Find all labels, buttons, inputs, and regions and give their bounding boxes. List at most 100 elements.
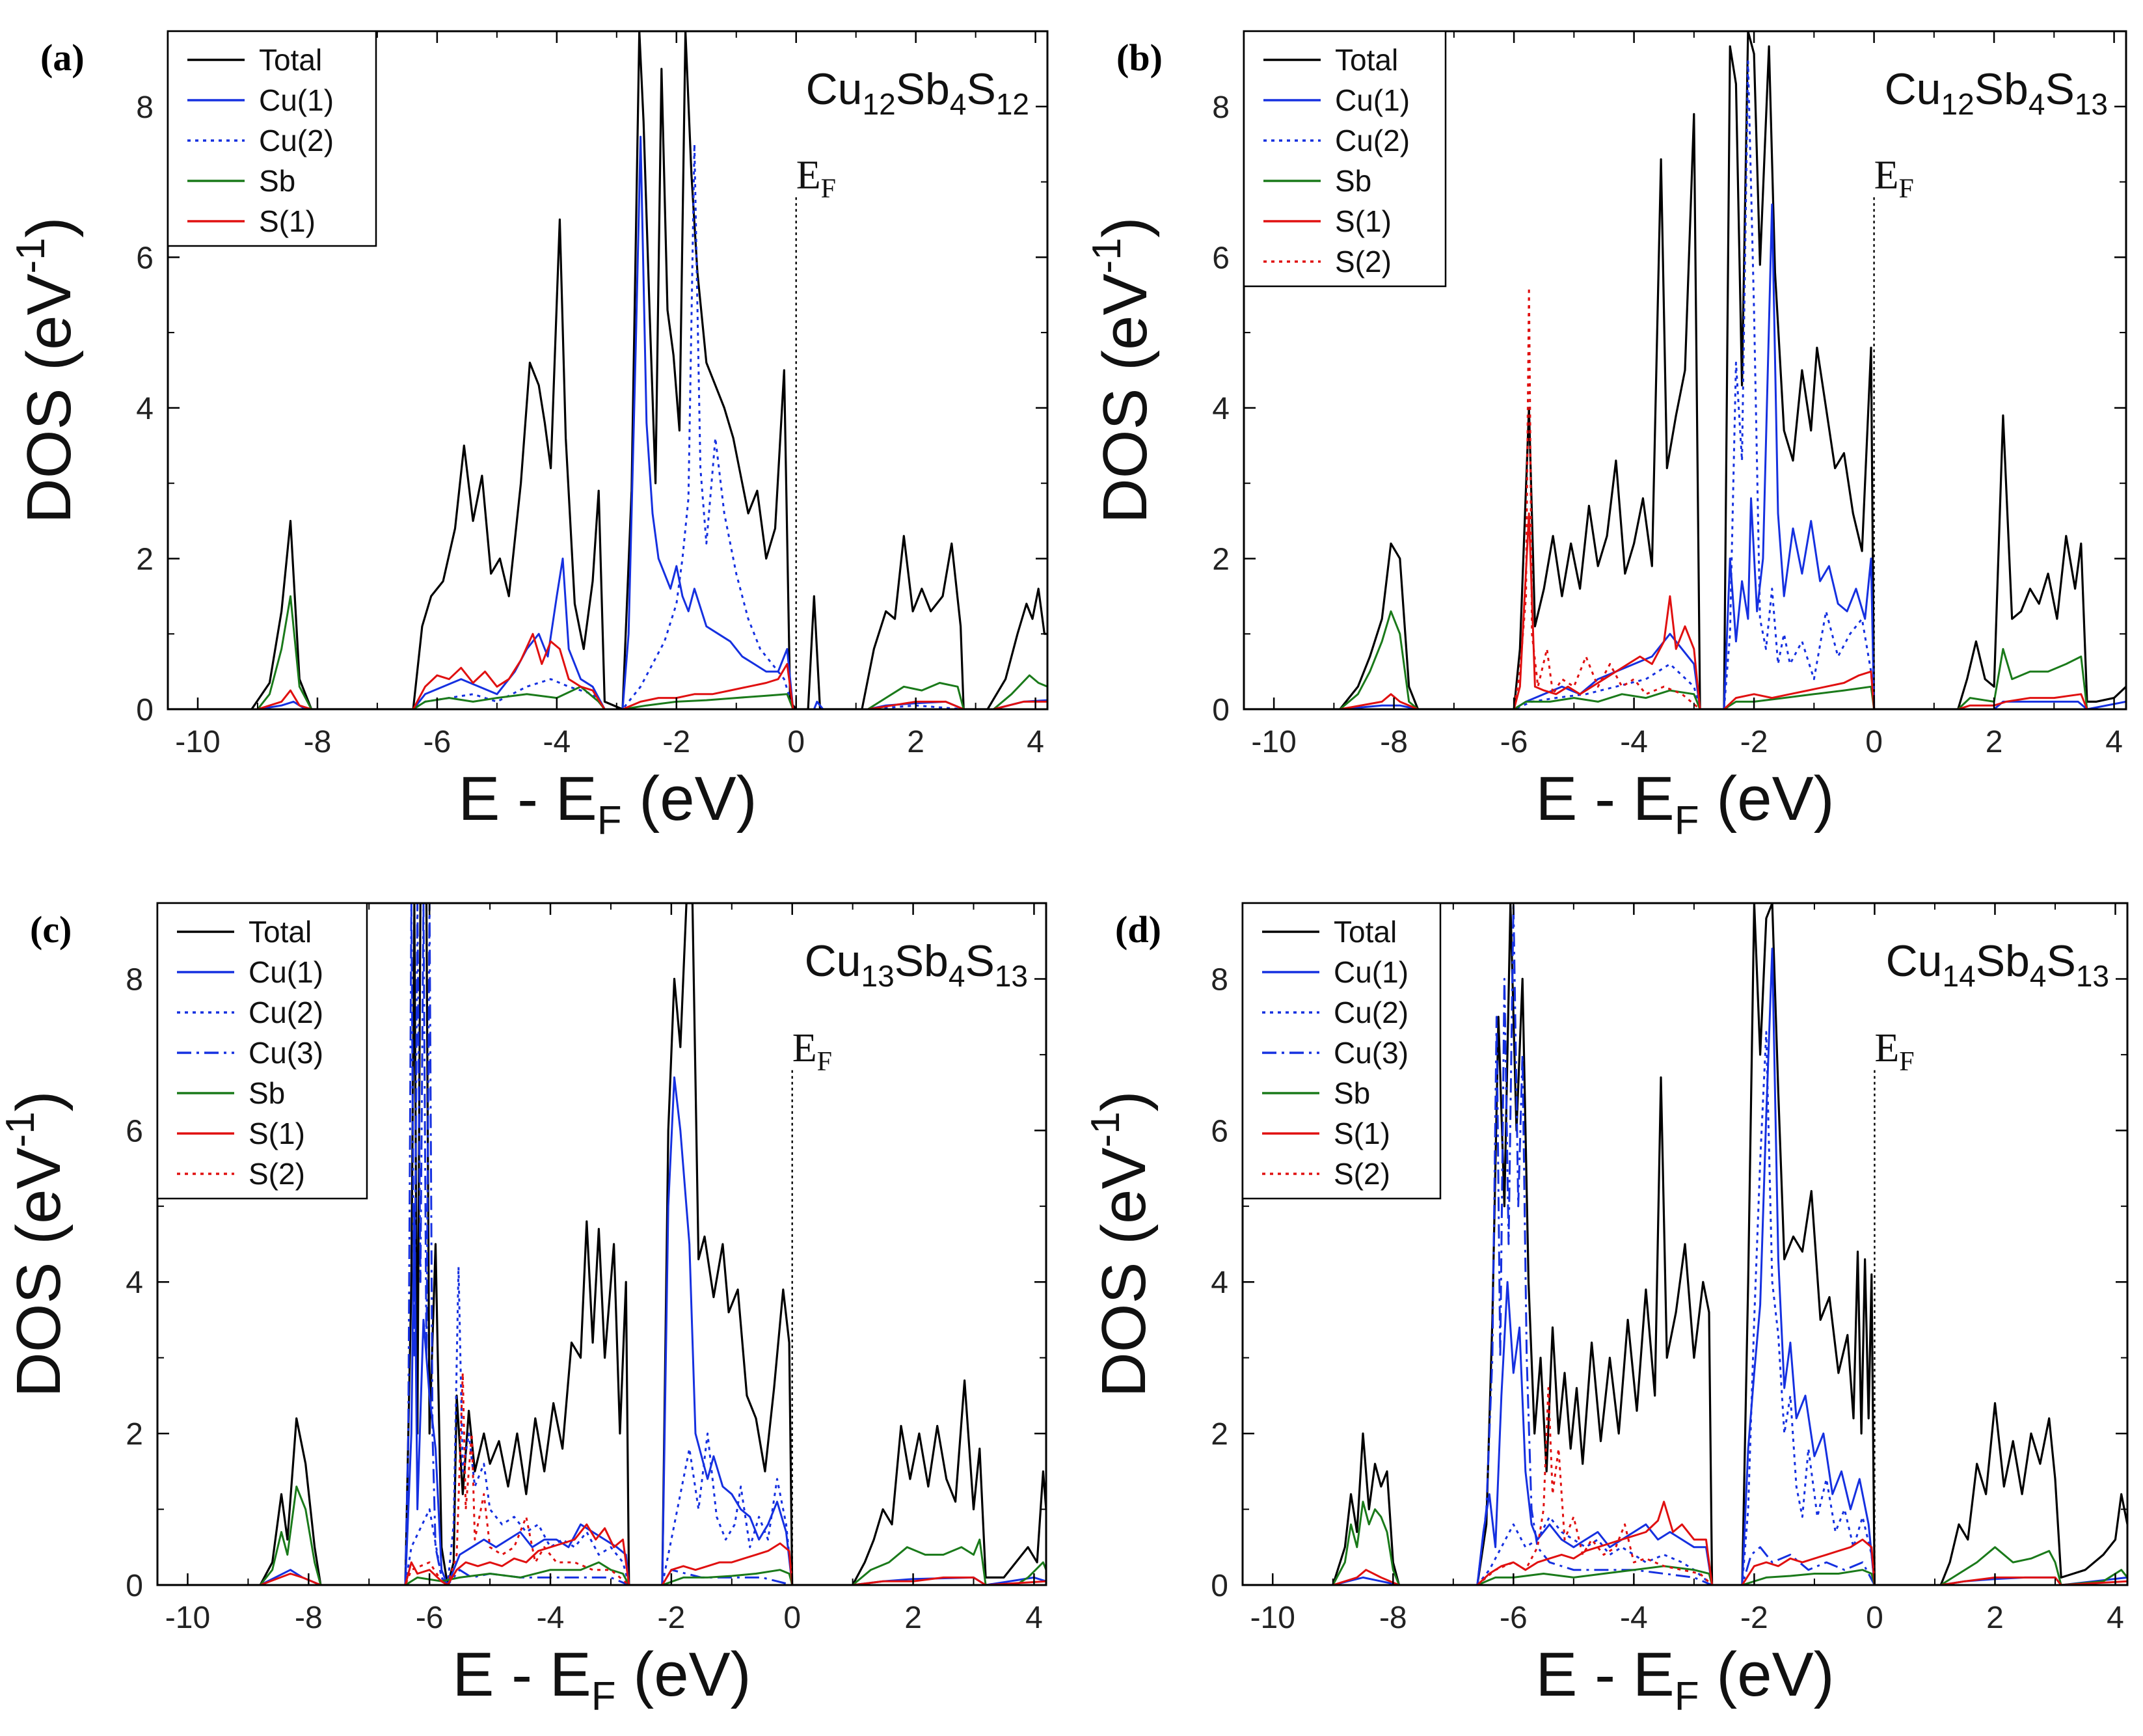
y-axis-label: DOS (eV-1) (8, 217, 84, 523)
series-line-s1 (157, 1523, 1046, 1585)
legend: Total Cu(1) Cu(2) Cu(3) Sb S(1) S(2) (156, 902, 368, 1200)
legend-entry: S(1) (1335, 204, 1392, 238)
y-axis-label: DOS (eV-1) (1085, 217, 1160, 523)
legend-entry: Cu(3) (249, 1036, 323, 1070)
x-tick-label: -2 (662, 725, 690, 759)
y-tick-label: 6 (136, 241, 154, 275)
y-tick-label: 8 (136, 90, 154, 125)
x-tick-label: -6 (1500, 1601, 1528, 1635)
x-tick-label: 2 (904, 1601, 922, 1635)
x-tick-label: -2 (1740, 1601, 1768, 1635)
x-tick-label: -10 (165, 1601, 210, 1635)
fermi-level-label: EF (792, 1026, 832, 1077)
series-line-s1 (1244, 512, 2126, 709)
plot-frame (1243, 30, 2127, 711)
y-tick-label: 0 (126, 1569, 143, 1603)
dos-panel-c: EF -10 -8 -6 -4 -2 0 2 4 0 2 4 6 8 E - EF (eV) DOS (eV-… (0, 902, 1047, 1719)
y-tick-label: 8 (126, 962, 143, 997)
x-tick-label: -10 (175, 725, 220, 759)
x-tick-label: -2 (658, 1601, 686, 1635)
series-line-cu1 (1243, 947, 2127, 1585)
legend-entry: S(1) (249, 1117, 305, 1150)
series-line-sb (157, 1485, 1046, 1585)
series-line-cu3 (157, 903, 1046, 1585)
y-tick-label: 8 (1212, 90, 1230, 125)
series-line-sb (1243, 1500, 2127, 1585)
panel-label: (a) (40, 36, 85, 79)
legend-box (1241, 902, 1442, 1200)
fermi-level-label: EF (1874, 153, 1914, 204)
y-tick-label: 2 (1212, 542, 1230, 576)
legend-entry: Sb (259, 164, 295, 198)
series-line-s2 (1243, 1387, 2127, 1585)
x-tick-label: -6 (1500, 725, 1528, 759)
legend: Total Cu(1) Cu(2) Sb S(1) (167, 30, 377, 247)
x-tick-label: -8 (1379, 1601, 1407, 1635)
panel-label: (d) (1115, 908, 1161, 951)
x-tick-label: -8 (1380, 725, 1408, 759)
series-line-total (157, 903, 1046, 1585)
legend-entry: Sb (1335, 164, 1371, 198)
y-axis-label: DOS (eV-1) (0, 1091, 74, 1397)
dos-panel-b: EF -10 -8 -6 -4 -2 0 2 4 0 2 4 6 8 E - EF (eV) DOS (eV-… (1085, 30, 2127, 843)
series-group (168, 31, 1047, 709)
legend-entry: Cu(1) (1335, 83, 1410, 117)
panel-label: (c) (30, 908, 72, 951)
fermi-level-label: EF (1874, 1026, 1914, 1077)
y-tick-label: 6 (1211, 1114, 1228, 1148)
x-tick-label: -4 (537, 1601, 565, 1635)
legend-entry: Sb (249, 1076, 285, 1110)
legend-entry: Cu(2) (1335, 124, 1410, 157)
y-tick-label: 4 (1211, 1266, 1228, 1300)
y-tick-label: 4 (136, 392, 154, 426)
series-line-sb (168, 595, 1047, 709)
series-line-s2 (157, 1372, 1046, 1585)
legend: Total Cu(1) Cu(2) Sb S(1) S(2) (1243, 30, 1447, 288)
series-line-cu2 (168, 143, 1047, 709)
legend-entry: S(1) (259, 204, 316, 238)
series-group (157, 903, 1046, 1585)
x-tick-label: 0 (787, 725, 805, 759)
legend-entry: Cu(2) (1334, 996, 1408, 1029)
series-line-s1 (168, 632, 1047, 709)
series-line-total (1243, 903, 2127, 1585)
x-axis-label: E - EF (eV) (458, 764, 757, 843)
y-axis-label: DOS (eV-1) (1083, 1091, 1159, 1397)
x-tick-label: -8 (295, 1601, 323, 1635)
x-tick-label: 4 (1025, 1601, 1043, 1635)
compound-formula: Cu12Sb4S12 (806, 64, 1029, 121)
legend-entry: Cu(1) (1334, 955, 1408, 989)
x-tick-label: -2 (1740, 725, 1768, 759)
x-axis-label: E - EF (eV) (452, 1640, 751, 1719)
series-group (1243, 903, 2127, 1585)
legend-entry: Cu(2) (259, 124, 334, 157)
x-axis-label: E - EF (eV) (1535, 1640, 1834, 1719)
series-line-cu2 (1244, 60, 2126, 709)
x-axis-label: E - EF (eV) (1535, 764, 1834, 843)
compound-formula: Cu14Sb4S13 (1886, 936, 2109, 993)
legend-entry: Sb (1334, 1076, 1370, 1110)
x-tick-label: 4 (2107, 1601, 2124, 1635)
series-line-cu3 (1243, 903, 2127, 1585)
x-tick-label: -8 (304, 725, 332, 759)
y-tick-label: 0 (136, 693, 154, 727)
series-line-total (168, 31, 1047, 709)
series-line-cu1 (157, 1076, 1046, 1585)
series-line-cu1 (168, 135, 1047, 709)
x-tick-label: -6 (416, 1601, 444, 1635)
x-tick-label: 4 (1027, 725, 1044, 759)
plot-frame (156, 902, 1047, 1586)
plot-frame (1241, 902, 2129, 1586)
series-line-sb (1244, 610, 2126, 709)
y-tick-label: 0 (1211, 1569, 1228, 1603)
legend-box (156, 902, 368, 1200)
x-tick-label: -6 (424, 725, 452, 759)
legend-entry: Cu(1) (249, 955, 323, 989)
legend-entry: Total (1334, 915, 1397, 949)
x-tick-label: -4 (1620, 725, 1648, 759)
legend-entry: S(1) (1334, 1117, 1390, 1150)
x-tick-label: -4 (1620, 1601, 1648, 1635)
legend: Total Cu(1) Cu(2) Cu(3) Sb S(1) S(2) (1241, 902, 1442, 1200)
